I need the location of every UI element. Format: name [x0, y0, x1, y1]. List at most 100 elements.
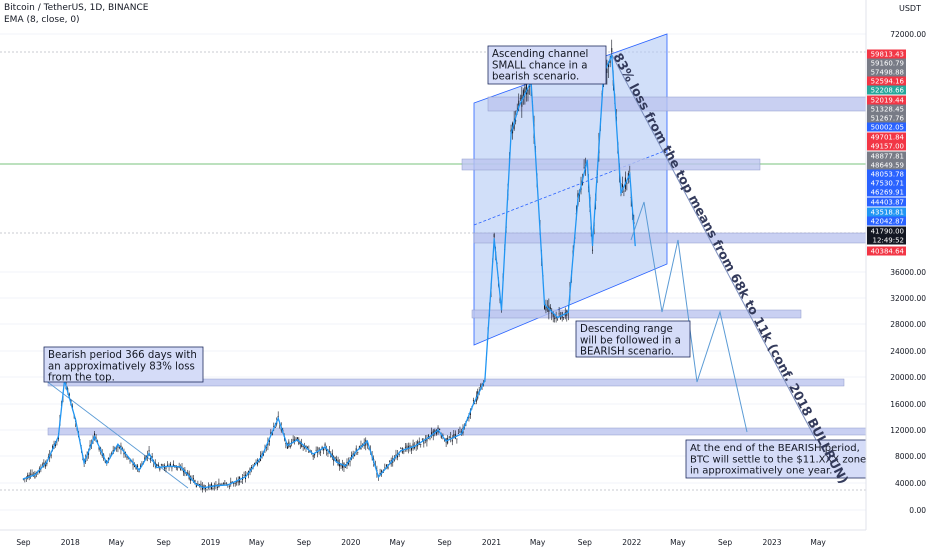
candle-body [513, 121, 515, 130]
candle-body [301, 443, 303, 447]
support-zone[interactable] [473, 232, 867, 244]
candle-body [474, 403, 476, 405]
data-point [277, 417, 279, 419]
annotation-line: will be followed in a [580, 335, 681, 346]
x-tick-label: Sep [297, 538, 311, 547]
candle-body [398, 453, 400, 455]
price-label-text: 51267.76 [871, 115, 905, 123]
candle-body [270, 432, 272, 435]
price-label-tag [867, 246, 906, 256]
candle-body [420, 443, 422, 445]
price-label-tag [867, 169, 906, 179]
candle-body [292, 439, 294, 441]
candle-body [265, 447, 267, 448]
bear-trendline-2022 [611, 54, 833, 471]
support-zone[interactable] [47, 427, 867, 436]
support-zone[interactable] [471, 309, 802, 319]
data-point [377, 476, 380, 478]
data-point [324, 446, 326, 448]
y-tick-label: 24000.00 [890, 347, 926, 356]
candle-body [31, 473, 33, 476]
candle-body [169, 463, 171, 467]
candle-body [203, 484, 205, 489]
candle-body [551, 312, 553, 314]
y-tick-label: 20000.00 [890, 373, 926, 382]
candle-body [493, 234, 495, 238]
candle-body [228, 486, 230, 488]
candle-body [212, 488, 214, 489]
data-point [611, 54, 613, 56]
data-point [472, 403, 475, 405]
data-point [227, 484, 229, 486]
price-label-text: 48649.59 [871, 162, 904, 170]
candle-body [320, 451, 322, 453]
price-label-text: 48053.78 [871, 171, 904, 179]
annotation-box-bearish-period[interactable] [43, 346, 204, 383]
candle-body [129, 460, 131, 462]
currency-label: USDT [899, 4, 921, 13]
annotation-box-descending-range[interactable] [575, 320, 691, 358]
candle-body [524, 87, 526, 96]
price-label-text: 49701.84 [871, 134, 905, 142]
y-tick-label: 4000.00 [895, 479, 926, 488]
annotation-line: BTC will settle to the $11.XXX zone [690, 454, 866, 465]
data-point [117, 443, 119, 445]
ema-line[interactable] [23, 54, 636, 489]
price-label-text: 48877.81 [871, 153, 904, 161]
x-tick-label: Sep [16, 538, 30, 547]
price-label-text: 52208.66 [871, 87, 905, 95]
price-label-text: 42042.87 [871, 218, 904, 226]
candle-body [294, 439, 296, 442]
candle-body [439, 428, 441, 431]
annotation-box-end-bearish[interactable] [685, 439, 887, 479]
price-label-tag [867, 67, 906, 77]
candle-body [137, 465, 139, 468]
annotation-line: an approximatively 83% loss [48, 361, 195, 372]
candle-body [187, 472, 189, 475]
annotation-box-ascending-channel[interactable] [487, 45, 607, 85]
candle-body [150, 457, 152, 459]
candle-body [522, 90, 524, 98]
indicator-label[interactable]: EMA (8, close, 0) [4, 15, 80, 25]
x-tick-label: May [249, 538, 265, 547]
price-label-tag [867, 113, 906, 123]
symbol-title[interactable]: Bitcoin / TetherUS, 1D, BINANCE [4, 3, 149, 13]
candle-body [327, 453, 329, 454]
data-point [586, 159, 588, 161]
annotation-line: from the top. [48, 373, 115, 384]
candle-body [518, 100, 520, 108]
candle-body [296, 437, 298, 441]
candle-body [626, 183, 628, 185]
data-point [195, 483, 198, 486]
candle-body [216, 487, 218, 488]
candle-body [162, 464, 164, 466]
candle-body [414, 446, 416, 449]
annotation-line: SMALL chance in a [492, 60, 587, 71]
candle-body [258, 460, 260, 463]
x-tick-label: 2022 [622, 538, 641, 547]
candle-body [151, 455, 153, 458]
y-tick-label: 72000.00 [890, 30, 926, 39]
data-point [46, 461, 48, 463]
candle-body [549, 307, 551, 310]
price-label-tag [867, 187, 906, 197]
data-point [556, 316, 559, 319]
candle-body [198, 484, 200, 486]
candle-body [525, 84, 527, 95]
candle-body [456, 438, 458, 440]
support-zone[interactable] [461, 158, 761, 171]
candle-body [457, 433, 459, 434]
candle-body [172, 463, 174, 467]
candle-body [560, 317, 562, 319]
candle-body [273, 426, 275, 428]
price-label-tag [867, 104, 906, 114]
annotation-line: BEARISH scenario. [580, 347, 674, 358]
candle-body [451, 439, 453, 442]
support-zone[interactable] [487, 96, 867, 112]
candle-body [357, 451, 359, 453]
candle-body [295, 438, 297, 440]
candle-body [481, 384, 483, 386]
